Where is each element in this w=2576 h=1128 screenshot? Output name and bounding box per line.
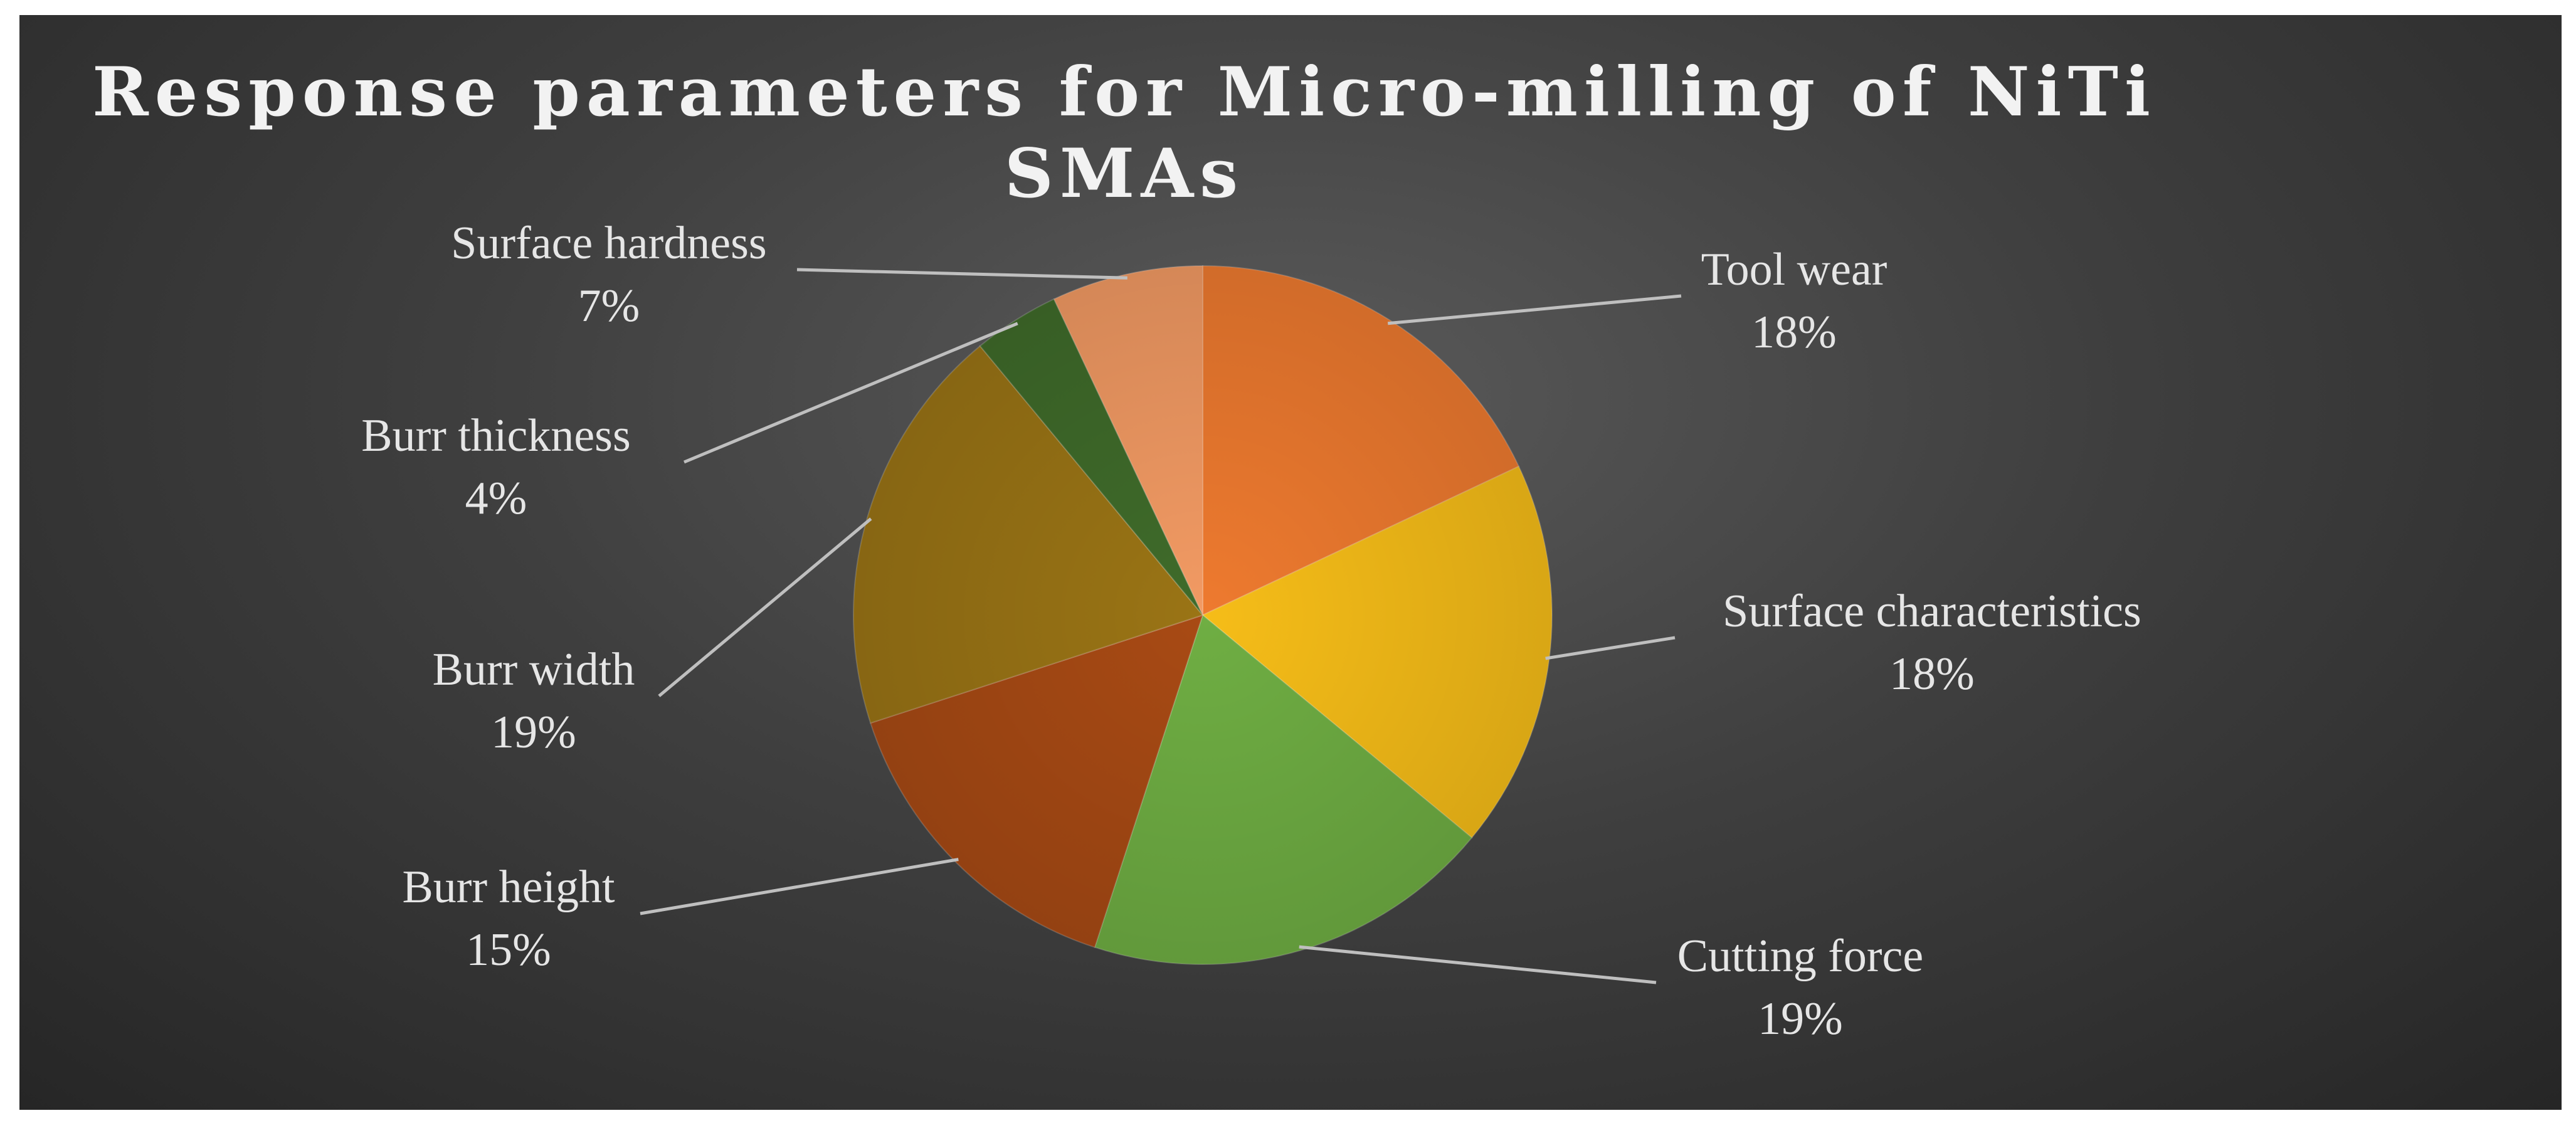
data-label-value-surface-characteristics: 18% — [1889, 648, 1975, 700]
leader-lines — [640, 268, 1682, 984]
leader-line-surface-hardness — [796, 268, 1127, 280]
data-label-name-burr-height: Burr height — [402, 862, 615, 913]
data-label-value-cutting-force: 19% — [1758, 993, 1843, 1045]
data-label-name-surface-characteristics: Surface characteristics — [1723, 586, 2141, 637]
data-label-value-surface-hardness: 7% — [578, 280, 640, 332]
data-label-name-tool-wear: Tool wear — [1701, 244, 1887, 295]
data-label-name-burr-width: Burr width — [433, 644, 635, 695]
chart-title-line-1: Response parameters for Micro-milling of… — [92, 53, 2156, 132]
data-label-value-burr-thickness: 4% — [465, 473, 527, 524]
data-label-value-burr-width: 19% — [491, 707, 576, 758]
leader-line-burr-height — [640, 858, 959, 915]
leader-line-cutting-force — [1299, 945, 1657, 984]
data-label-name-surface-hardness: Surface hardness — [451, 218, 766, 269]
chart-panel: Response parameters for Micro-milling of… — [19, 15, 2562, 1110]
leader-line-surface-characteristics — [1545, 636, 1676, 660]
data-label-value-tool-wear: 18% — [1751, 307, 1837, 358]
leader-line-burr-width — [658, 517, 872, 697]
chart-title-line-2: SMAs — [1005, 134, 1244, 213]
data-label-name-cutting-force: Cutting force — [1677, 930, 1924, 982]
data-label-name-burr-thickness: Burr thickness — [361, 410, 631, 461]
pie-chart: Response parameters for Micro-milling of… — [92, 53, 2156, 1045]
data-label-value-burr-height: 15% — [466, 924, 551, 976]
leader-line-tool-wear — [1388, 294, 1682, 325]
data-labels: Tool wear 18% Surface characteristics 18% Cu… — [361, 218, 2141, 1045]
leader-line-burr-thickness — [684, 322, 1018, 464]
